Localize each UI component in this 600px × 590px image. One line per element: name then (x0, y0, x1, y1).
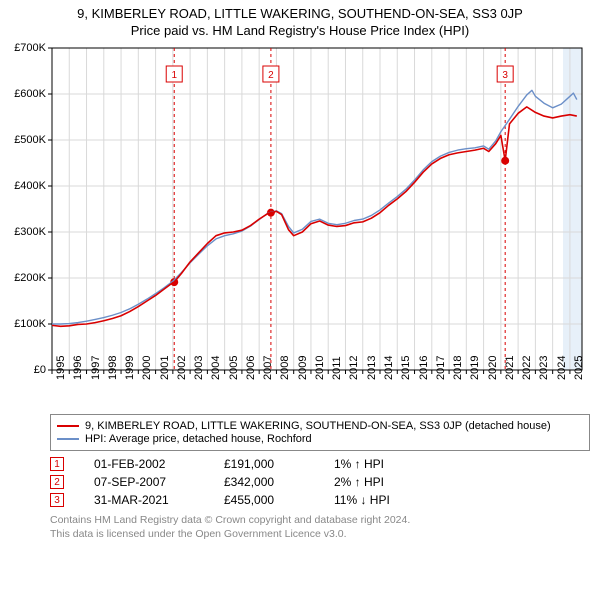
x-tick-label: 1999 (124, 356, 136, 380)
x-tick-label: 2025 (573, 356, 585, 380)
x-tick-label: 1998 (107, 356, 119, 380)
sale-date: 01-FEB-2002 (94, 457, 224, 471)
legend-label: 9, KIMBERLEY ROAD, LITTLE WAKERING, SOUT… (85, 420, 551, 432)
sale-diff: 1% ↑ HPI (334, 457, 384, 471)
x-tick-label: 2008 (279, 356, 291, 380)
footer-line-1: Contains HM Land Registry data © Crown c… (50, 513, 590, 527)
x-tick-label: 2018 (452, 356, 464, 380)
sale-row: 2 07-SEP-2007£342,0002% ↑ HPI (50, 475, 590, 489)
svg-text:3: 3 (502, 70, 508, 81)
x-tick-label: 2009 (297, 356, 309, 380)
sale-marker: 3 (50, 493, 64, 507)
x-tick-label: 2020 (487, 356, 499, 380)
footer-line-2: This data is licensed under the Open Gov… (50, 527, 590, 541)
x-tick-label: 1997 (90, 356, 102, 380)
sales-table: 1 01-FEB-2002£191,0001% ↑ HPI 2 07-SEP-2007… (50, 457, 590, 507)
title-sub: Price paid vs. HM Land Registry's House … (10, 23, 590, 38)
chart-area: 1 2 3 1995 1996 1997 1998 1999 2000 2001 2002 2003… (0, 40, 600, 410)
x-tick-label: 2013 (366, 356, 378, 380)
y-tick-label: £600K (14, 88, 46, 100)
legend-swatch (57, 438, 79, 440)
x-tick-label: 1996 (72, 356, 84, 380)
sale-marker: 1 (50, 457, 64, 471)
svg-text:1: 1 (171, 70, 177, 81)
x-tick-label: 2017 (435, 356, 447, 380)
x-tick-label: 2016 (418, 356, 430, 380)
legend-label: HPI: Average price, detached house, Roch… (85, 433, 312, 445)
y-tick-label: £700K (14, 42, 46, 54)
x-tick-label: 2022 (521, 356, 533, 380)
x-tick-label: 2015 (400, 356, 412, 380)
y-tick-label: £300K (14, 226, 46, 238)
sale-marker: 2 (50, 475, 64, 489)
x-tick-label: 2023 (538, 356, 550, 380)
legend-row: HPI: Average price, detached house, Roch… (57, 433, 583, 445)
footer: Contains HM Land Registry data © Crown c… (50, 513, 590, 541)
y-tick-label: £100K (14, 318, 46, 330)
x-tick-label: 2024 (556, 356, 568, 380)
legend: 9, KIMBERLEY ROAD, LITTLE WAKERING, SOUT… (50, 414, 590, 451)
x-tick-label: 2012 (348, 356, 360, 380)
chart-svg: 1 2 3 (0, 40, 600, 410)
sale-row: 1 01-FEB-2002£191,0001% ↑ HPI (50, 457, 590, 471)
x-tick-label: 2019 (469, 356, 481, 380)
x-tick-label: 2014 (383, 356, 395, 380)
title-main: 9, KIMBERLEY ROAD, LITTLE WAKERING, SOUT… (10, 6, 590, 21)
sale-date: 07-SEP-2007 (94, 475, 224, 489)
x-tick-label: 2001 (159, 356, 171, 380)
legend-swatch (57, 425, 79, 427)
sale-date: 31-MAR-2021 (94, 493, 224, 507)
sale-price: £455,000 (224, 493, 334, 507)
x-tick-label: 2011 (331, 356, 343, 380)
y-tick-label: £400K (14, 180, 46, 192)
y-tick-label: £0 (34, 364, 46, 376)
y-tick-label: £200K (14, 272, 46, 284)
x-tick-label: 2000 (141, 356, 153, 380)
x-tick-label: 2005 (228, 356, 240, 380)
x-tick-label: 2002 (176, 356, 188, 380)
x-tick-label: 2010 (314, 356, 326, 380)
x-tick-label: 2007 (262, 356, 274, 380)
x-tick-label: 2004 (210, 356, 222, 380)
x-tick-label: 2021 (504, 356, 516, 380)
svg-text:2: 2 (268, 70, 274, 81)
sale-price: £191,000 (224, 457, 334, 471)
sale-diff: 11% ↓ HPI (334, 493, 390, 507)
y-tick-label: £500K (14, 134, 46, 146)
x-tick-label: 2003 (193, 356, 205, 380)
sale-price: £342,000 (224, 475, 334, 489)
sale-diff: 2% ↑ HPI (334, 475, 384, 489)
sale-row: 3 31-MAR-2021£455,00011% ↓ HPI (50, 493, 590, 507)
legend-row: 9, KIMBERLEY ROAD, LITTLE WAKERING, SOUT… (57, 420, 583, 432)
x-tick-label: 2006 (245, 356, 257, 380)
x-tick-label: 1995 (55, 356, 67, 380)
